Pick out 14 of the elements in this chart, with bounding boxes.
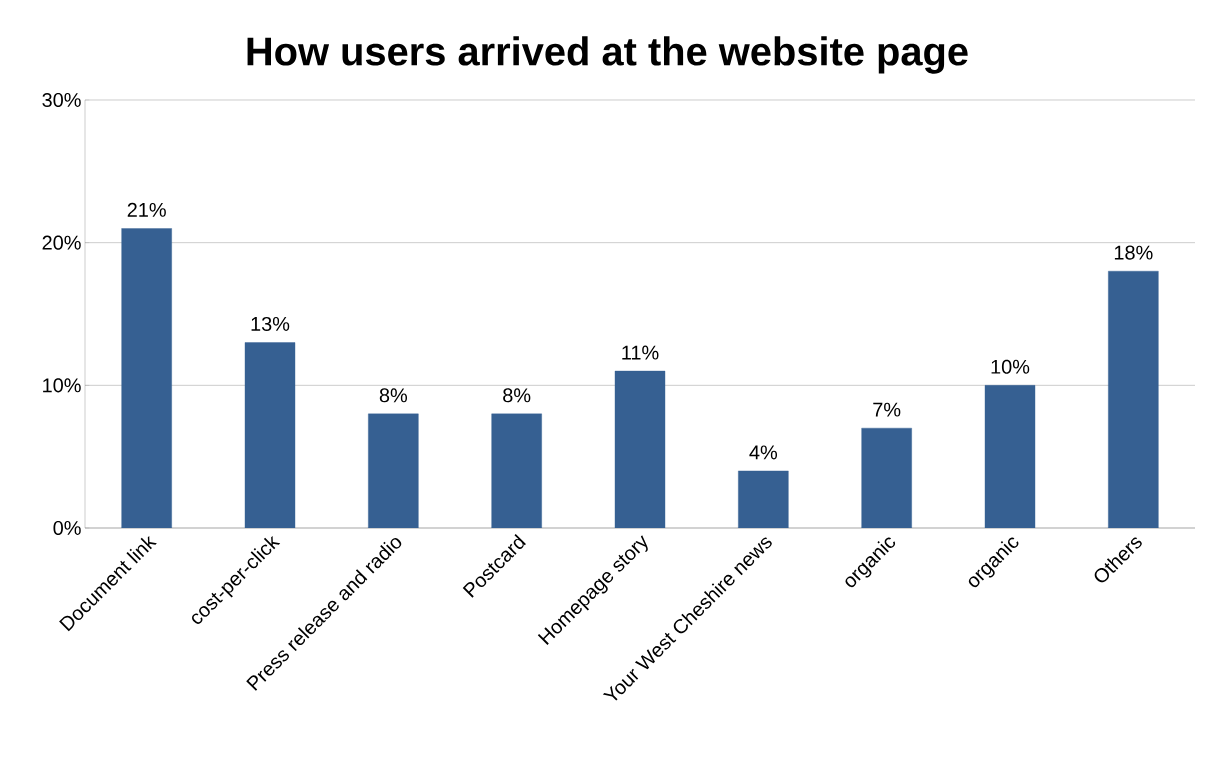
data-label: 18% xyxy=(1114,245,1153,260)
y-tick-label: 30% xyxy=(42,92,81,108)
data-label: 8% xyxy=(379,388,408,403)
y-tick-label: 0% xyxy=(53,520,81,536)
data-label: 11% xyxy=(622,345,659,360)
data-label: 4% xyxy=(749,445,778,460)
chart-title: How users arrived at the website page xyxy=(247,36,968,74)
data-label: 10% xyxy=(991,359,1030,374)
data-label: 21% xyxy=(127,202,166,217)
data-label: 13% xyxy=(251,316,290,331)
y-tick-label: 20% xyxy=(42,235,81,250)
data-label: 8% xyxy=(503,388,531,403)
y-tick-label: 10% xyxy=(43,378,81,393)
data-label: 7% xyxy=(873,402,901,417)
